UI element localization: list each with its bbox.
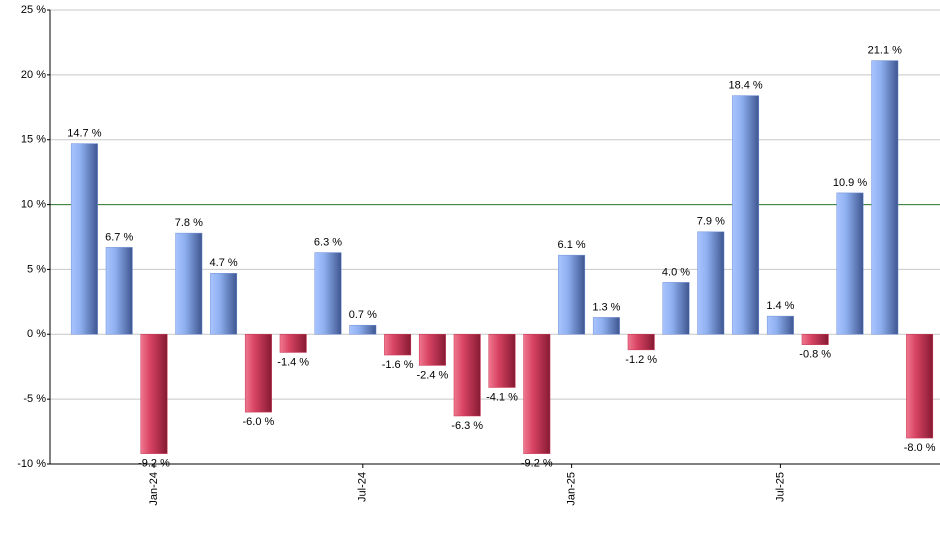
bar (140, 334, 168, 454)
x-tick-label: Jul-25 (774, 472, 786, 502)
value-label: -0.8 % (799, 349, 831, 361)
value-label: -1.2 % (625, 354, 657, 366)
bar (801, 334, 829, 345)
bar (732, 95, 760, 335)
bar (105, 247, 133, 335)
value-label: 6.1 % (558, 239, 586, 251)
x-tick-label: Jan-24 (148, 472, 160, 506)
bar (592, 317, 620, 335)
value-label: -6.3 % (451, 420, 483, 432)
bar (279, 334, 307, 353)
value-label: 7.9 % (697, 216, 725, 228)
bar (349, 324, 377, 335)
bar (384, 334, 412, 356)
bar (244, 334, 272, 413)
y-tick-label: 5 % (27, 263, 46, 275)
value-label: 6.3 % (314, 236, 342, 248)
bar (210, 273, 238, 335)
value-label: 10.9 % (833, 177, 867, 189)
value-label: 1.3 % (592, 301, 620, 313)
y-tick-label: -5 % (23, 393, 46, 405)
x-tick-label: Jan-25 (566, 472, 578, 506)
y-tick-label: 0 % (27, 328, 46, 340)
bar (906, 334, 934, 439)
x-tick-label: Jul-24 (357, 472, 369, 502)
value-label: -4.1 % (486, 391, 518, 403)
bar (871, 60, 899, 335)
y-tick-label: 10 % (21, 198, 46, 210)
value-label: -6.0 % (243, 416, 275, 428)
value-label: 14.7 % (67, 128, 101, 140)
bar (558, 254, 586, 335)
bar (70, 143, 98, 335)
value-label: 6.7 % (105, 231, 133, 243)
y-tick-label: 25 % (21, 4, 46, 16)
value-label: 4.7 % (210, 257, 238, 269)
value-label: -1.4 % (277, 356, 309, 368)
value-label: 7.8 % (175, 217, 203, 229)
value-label: -1.6 % (382, 359, 414, 371)
bar (662, 282, 690, 335)
bar (697, 231, 725, 335)
value-label: 18.4 % (728, 80, 762, 92)
y-tick-label: 15 % (21, 134, 46, 146)
value-label: 0.7 % (349, 309, 377, 321)
bar (836, 192, 864, 335)
y-tick-label: 20 % (21, 69, 46, 81)
bar (314, 252, 342, 335)
bar (523, 334, 551, 454)
bar (766, 315, 794, 335)
y-tick-label: -10 % (17, 458, 46, 470)
value-label: 4.0 % (662, 266, 690, 278)
value-label: 1.4 % (766, 300, 794, 312)
value-label: 21.1 % (868, 44, 902, 56)
bar (418, 334, 446, 366)
value-label: -8.0 % (904, 442, 936, 454)
bar (627, 334, 655, 351)
bar (453, 334, 481, 417)
bar (488, 334, 516, 388)
bar (175, 232, 203, 335)
value-label: -2.4 % (417, 369, 449, 381)
